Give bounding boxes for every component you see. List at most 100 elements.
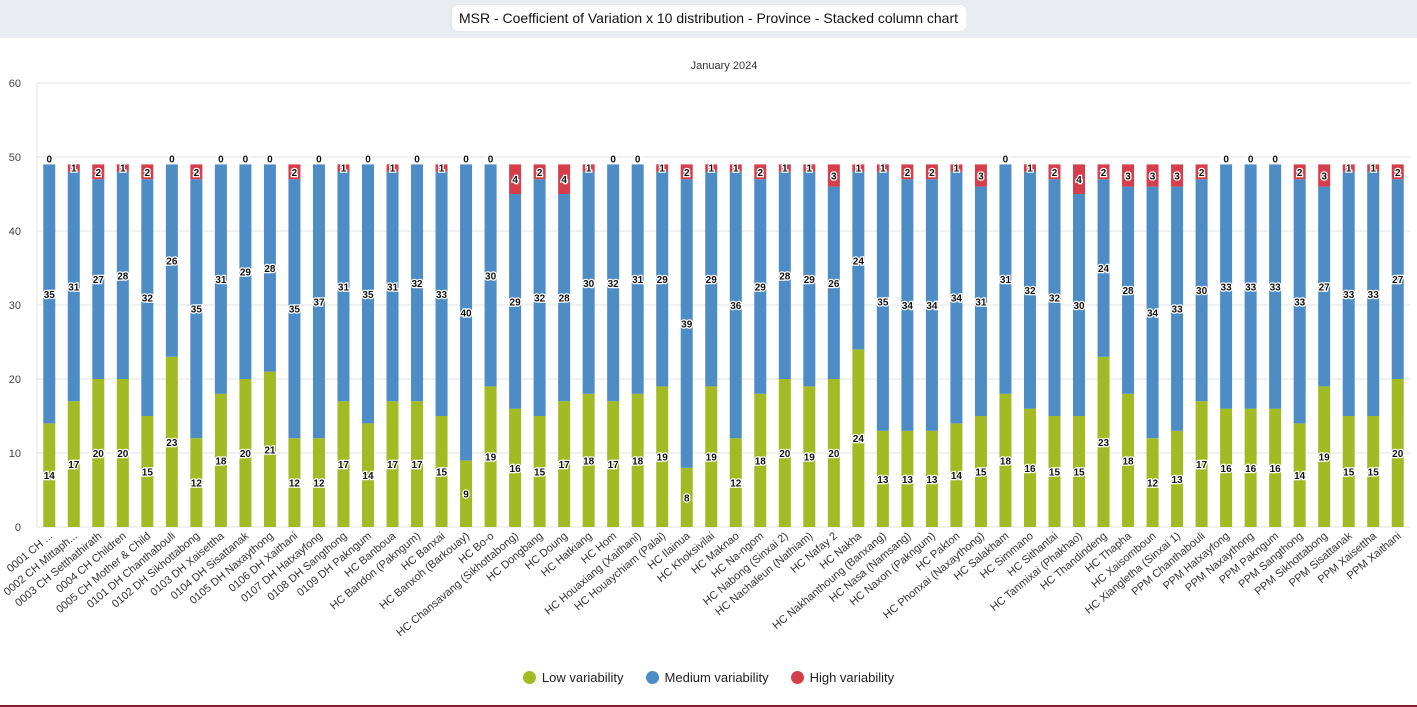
bar-low[interactable] — [778, 379, 791, 527]
bar-medium[interactable] — [582, 171, 595, 394]
bar-medium[interactable] — [901, 179, 914, 431]
bar-medium[interactable] — [386, 171, 399, 402]
bar-medium[interactable] — [533, 179, 546, 416]
bar-low[interactable] — [925, 430, 938, 527]
bar-low[interactable] — [803, 386, 816, 527]
bar-medium[interactable] — [263, 164, 276, 372]
bar-high[interactable] — [925, 164, 938, 180]
legend-item-medium[interactable]: Medium variability — [645, 670, 769, 685]
bar-high[interactable] — [67, 164, 80, 172]
bar-low[interactable] — [1367, 416, 1380, 527]
bar-low[interactable] — [116, 379, 129, 527]
bar-medium[interactable] — [67, 171, 80, 402]
bar-low[interactable] — [1293, 423, 1306, 527]
bar-low[interactable] — [533, 416, 546, 527]
bar-low[interactable] — [1146, 438, 1159, 527]
bar-medium[interactable] — [214, 164, 227, 394]
bar-high[interactable] — [558, 164, 571, 194]
bar-high[interactable] — [288, 164, 301, 180]
bar-medium[interactable] — [337, 171, 350, 402]
bar-low[interactable] — [999, 393, 1012, 527]
bar-high[interactable] — [950, 164, 963, 172]
bar-low[interactable] — [312, 438, 325, 527]
bar-high[interactable] — [852, 164, 865, 172]
bar-medium[interactable] — [1122, 186, 1135, 394]
bar-medium[interactable] — [558, 194, 571, 402]
bar-medium[interactable] — [190, 179, 203, 439]
bar-low[interactable] — [876, 430, 889, 527]
bar-low[interactable] — [1269, 408, 1282, 527]
bar-medium[interactable] — [729, 171, 742, 439]
bar-low[interactable] — [386, 401, 399, 527]
bar-low[interactable] — [141, 416, 154, 527]
bar-high[interactable] — [778, 164, 791, 172]
bar-medium[interactable] — [460, 164, 473, 461]
legend-item-low[interactable]: Low variability — [522, 670, 624, 685]
bar-medium[interactable] — [1342, 171, 1355, 416]
bar-medium[interactable] — [754, 179, 767, 394]
bar-low[interactable] — [631, 393, 644, 527]
bar-medium[interactable] — [1023, 171, 1036, 409]
bar-medium[interactable] — [607, 164, 620, 402]
bar-medium[interactable] — [312, 164, 325, 439]
bar-low[interactable] — [214, 393, 227, 527]
bar-medium[interactable] — [1269, 164, 1282, 409]
bar-medium[interactable] — [361, 164, 374, 424]
bar-high[interactable] — [1023, 164, 1036, 172]
bar-medium[interactable] — [999, 164, 1012, 394]
bar-low[interactable] — [361, 423, 374, 527]
bar-medium[interactable] — [1048, 179, 1061, 416]
bar-low[interactable] — [1171, 430, 1184, 527]
bar-medium[interactable] — [1244, 164, 1257, 409]
bar-low[interactable] — [165, 356, 178, 527]
bar-medium[interactable] — [92, 179, 105, 379]
bar-low[interactable] — [1342, 416, 1355, 527]
bar-medium[interactable] — [43, 164, 56, 424]
bar-high[interactable] — [533, 164, 546, 180]
bar-high[interactable] — [680, 164, 693, 180]
bar-low[interactable] — [1195, 401, 1208, 527]
bar-medium[interactable] — [165, 164, 178, 357]
bar-low[interactable] — [729, 438, 742, 527]
bar-high[interactable] — [1073, 164, 1086, 194]
bar-high[interactable] — [1293, 164, 1306, 180]
bar-high[interactable] — [1318, 164, 1331, 187]
bar-high[interactable] — [827, 164, 840, 187]
bar-medium[interactable] — [778, 171, 791, 379]
bar-high[interactable] — [705, 164, 718, 172]
bar-low[interactable] — [92, 379, 105, 527]
bar-low[interactable] — [1391, 379, 1404, 527]
bar-high[interactable] — [974, 164, 987, 187]
bar-low[interactable] — [1097, 356, 1110, 527]
bar-low[interactable] — [288, 438, 301, 527]
bar-low[interactable] — [190, 438, 203, 527]
bar-low[interactable] — [950, 423, 963, 527]
bar-medium[interactable] — [803, 171, 816, 387]
bar-low[interactable] — [827, 379, 840, 527]
bar-medium[interactable] — [484, 164, 497, 387]
bar-medium[interactable] — [509, 194, 522, 409]
bar-medium[interactable] — [1220, 164, 1233, 409]
bar-medium[interactable] — [656, 171, 669, 387]
bar-low[interactable] — [1244, 408, 1257, 527]
bar-high[interactable] — [509, 164, 522, 194]
bar-high[interactable] — [876, 164, 889, 172]
bar-low[interactable] — [656, 386, 669, 527]
bar-high[interactable] — [1146, 164, 1159, 187]
bar-medium[interactable] — [239, 164, 252, 379]
bar-medium[interactable] — [827, 186, 840, 379]
bar-medium[interactable] — [950, 171, 963, 424]
bar-high[interactable] — [656, 164, 669, 172]
legend-item-high[interactable]: High variability — [790, 670, 894, 685]
bar-medium[interactable] — [1195, 179, 1208, 402]
bar-medium[interactable] — [852, 171, 865, 350]
bar-high[interactable] — [141, 164, 154, 180]
bar-high[interactable] — [901, 164, 914, 180]
bar-medium[interactable] — [411, 164, 424, 402]
bar-low[interactable] — [67, 401, 80, 527]
bar-medium[interactable] — [925, 179, 938, 431]
bar-high[interactable] — [1048, 164, 1061, 180]
bar-low[interactable] — [239, 379, 252, 527]
bar-low[interactable] — [582, 393, 595, 527]
bar-high[interactable] — [1391, 164, 1404, 180]
